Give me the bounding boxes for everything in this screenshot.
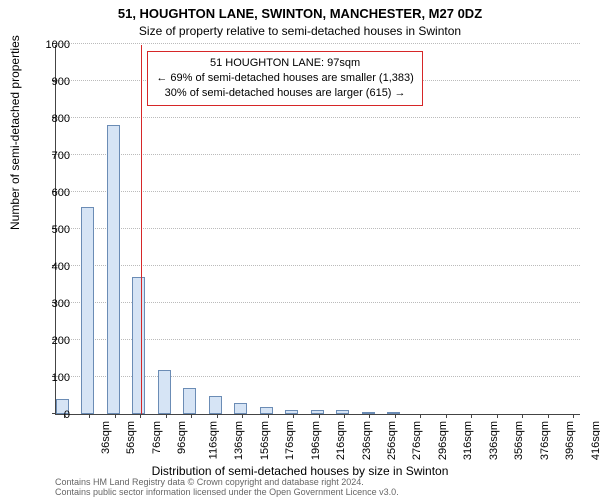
xtick-label: 356sqm <box>514 421 526 460</box>
xtick-label: 336sqm <box>488 421 500 460</box>
histogram-bar <box>107 125 120 414</box>
annotation-box: 51 HOUGHTON LANE: 97sqm← 69% of semi-det… <box>147 51 422 106</box>
ytick-label: 500 <box>30 224 70 236</box>
xtick-mark <box>217 414 218 418</box>
xtick-label: 176sqm <box>284 421 296 460</box>
xtick-mark <box>497 414 498 418</box>
histogram-bar <box>336 410 349 414</box>
xtick-label: 36sqm <box>100 421 112 454</box>
xtick-mark <box>344 414 345 418</box>
ytick-label: 0 <box>30 409 70 421</box>
ytick-label: 400 <box>30 261 70 273</box>
xtick-label: 396sqm <box>565 421 577 460</box>
histogram-bar <box>362 412 375 414</box>
xtick-mark <box>471 414 472 418</box>
chart-title-address: 51, HOUGHTON LANE, SWINTON, MANCHESTER, … <box>0 6 600 21</box>
chart-footnote: Contains HM Land Registry data © Crown c… <box>55 478 399 498</box>
histogram-bar <box>81 207 94 414</box>
plot-area: 51 HOUGHTON LANE: 97sqm← 69% of semi-det… <box>55 45 580 415</box>
xtick-mark <box>573 414 574 418</box>
ytick-label: 200 <box>30 335 70 347</box>
xtick-label: 56sqm <box>125 421 137 454</box>
xtick-label: 216sqm <box>335 421 347 460</box>
grid-line <box>56 228 580 229</box>
ytick-label: 1000 <box>30 39 70 51</box>
grid-line <box>56 154 580 155</box>
property-size-histogram: 51, HOUGHTON LANE, SWINTON, MANCHESTER, … <box>0 0 600 500</box>
grid-line <box>56 43 580 44</box>
reference-line <box>141 45 142 414</box>
histogram-bar <box>285 410 298 414</box>
xtick-mark <box>268 414 269 418</box>
xtick-label: 296sqm <box>437 421 449 460</box>
grid-line <box>56 191 580 192</box>
xtick-label: 416sqm <box>590 421 600 460</box>
xtick-mark <box>140 414 141 418</box>
histogram-bar <box>260 407 273 414</box>
ytick-label: 800 <box>30 113 70 125</box>
ytick-label: 900 <box>30 76 70 88</box>
xtick-mark <box>293 414 294 418</box>
xtick-label: 76sqm <box>151 421 163 454</box>
xtick-label: 116sqm <box>207 421 219 459</box>
xtick-label: 156sqm <box>259 421 271 460</box>
xtick-mark <box>548 414 549 418</box>
ytick-label: 600 <box>30 187 70 199</box>
ytick-label: 700 <box>30 150 70 162</box>
histogram-bar <box>234 403 247 414</box>
xtick-mark <box>319 414 320 418</box>
xtick-label: 276sqm <box>412 421 424 460</box>
xtick-mark <box>369 414 370 418</box>
annotation-line: ← 69% of semi-detached houses are smalle… <box>156 71 413 86</box>
xtick-mark <box>522 414 523 418</box>
histogram-bar <box>158 370 171 414</box>
xtick-label: 376sqm <box>539 421 551 460</box>
xtick-label: 236sqm <box>361 421 373 460</box>
histogram-bar <box>183 388 196 414</box>
grid-line <box>56 265 580 266</box>
chart-subtitle: Size of property relative to semi-detach… <box>0 24 600 38</box>
histogram-bar <box>311 410 324 414</box>
xtick-mark <box>395 414 396 418</box>
ytick-label: 300 <box>30 298 70 310</box>
ytick-label: 100 <box>30 372 70 384</box>
xtick-label: 136sqm <box>233 421 245 460</box>
histogram-bar <box>209 396 222 415</box>
xtick-mark <box>420 414 421 418</box>
xtick-mark <box>166 414 167 418</box>
x-axis-label: Distribution of semi-detached houses by … <box>0 464 600 478</box>
xtick-mark <box>115 414 116 418</box>
xtick-label: 96sqm <box>176 421 188 454</box>
histogram-bar <box>387 412 400 414</box>
grid-line <box>56 117 580 118</box>
xtick-label: 196sqm <box>310 421 322 460</box>
xtick-mark <box>89 414 90 418</box>
xtick-label: 256sqm <box>386 421 398 460</box>
footnote-line1: Contains HM Land Registry data © Crown c… <box>55 477 399 497</box>
xtick-mark <box>242 414 243 418</box>
annotation-line: 51 HOUGHTON LANE: 97sqm <box>156 56 413 71</box>
histogram-bar <box>132 277 145 414</box>
xtick-label: 316sqm <box>463 421 475 460</box>
annotation-line: 30% of semi-detached houses are larger (… <box>156 86 413 101</box>
xtick-mark <box>191 414 192 418</box>
y-axis-label: Number of semi-detached properties <box>8 35 22 230</box>
xtick-mark <box>446 414 447 418</box>
